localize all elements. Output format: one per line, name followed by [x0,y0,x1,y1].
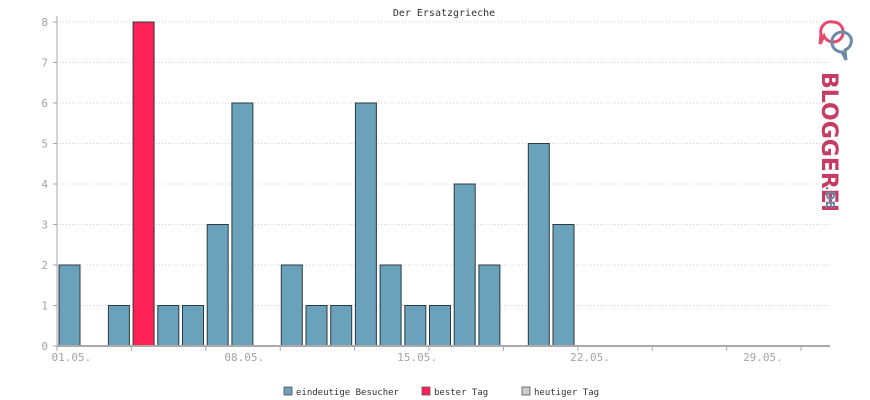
legend-label: eindeutige Besucher [296,388,400,398]
y-tick-label: 1 [41,300,48,313]
legend-item: heutiger Tag [521,386,599,398]
bar [453,183,476,347]
y-tick-label: 5 [41,138,48,151]
gridlines [57,21,830,306]
legend-item: bester Tag [421,386,488,398]
y-tick-label: 6 [41,97,48,110]
bar [58,264,81,347]
bar [157,305,180,347]
bar [379,264,402,347]
x-tick-label: 08.05. [224,351,264,364]
y-tick-label: 7 [41,57,48,70]
bar-best-day [132,21,155,347]
bar [182,305,204,347]
legend-item: eindeutige Besucher [283,386,400,398]
bar [527,143,550,347]
legend-label: heutiger Tag [534,388,599,398]
y-tick-label: 3 [41,219,48,232]
bar [404,305,427,347]
legend-swatch [421,386,431,396]
chart-title: Der Ersatzgrieche [393,8,495,19]
bar [280,264,303,347]
x-tick-label: 15.05. [397,351,437,364]
y-tick-label: 0 [41,340,48,353]
bar [206,224,229,347]
bar [478,264,501,347]
legend-swatch [283,386,293,396]
axes [56,16,830,347]
bar [305,305,328,347]
bar [552,224,575,347]
bar [330,305,353,347]
logo-suffix: .DE [823,186,837,209]
x-tick-label: 22.05. [570,351,610,364]
y-axis-ticks: 0 1 2 3 4 5 6 7 8 [41,16,57,353]
logo-text: BLOGGEREI [816,72,841,212]
x-tick-label: 01.05. [51,351,91,364]
legend-label: bester Tag [434,388,488,398]
bars [58,21,575,347]
bar [231,102,254,347]
bar [354,102,377,347]
x-axis-ticks: 01.05. 08.05. 15.05. 22.05. 29.05. [51,346,802,364]
bar [429,305,451,347]
bar [107,305,130,347]
legend: eindeutige Besucher bester Tag heutiger Ta… [283,386,599,398]
y-tick-label: 2 [41,259,48,272]
bloggerei-logo: BLOGGEREI .DE [816,20,853,212]
y-tick-label: 4 [41,178,48,191]
x-tick-label: 29.05. [743,351,783,364]
y-tick-label: 8 [41,16,48,29]
logo-chat-icon [818,20,853,61]
legend-swatch [521,386,531,396]
